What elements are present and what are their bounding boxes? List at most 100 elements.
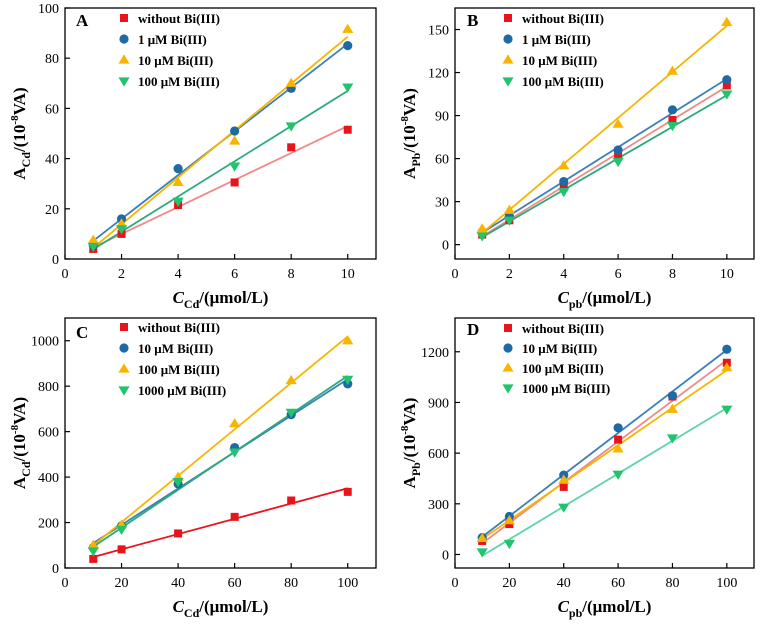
data-point-s4-4 — [229, 162, 241, 172]
data-point-s4-1 — [476, 232, 488, 242]
fit-line-3 — [481, 369, 728, 540]
legend-marker-1 — [504, 14, 512, 22]
x-tick-label: 4 — [560, 267, 567, 282]
y-tick-label: 150 — [428, 24, 449, 39]
x-tick-label: 6 — [231, 267, 238, 282]
y-tick-label: 0 — [442, 548, 449, 563]
data-point-s4-5 — [666, 434, 679, 444]
x-tick-label: 0 — [62, 267, 69, 282]
x-tick-label: 20 — [502, 576, 516, 591]
y-axis-title-mid: /(10 — [10, 125, 29, 153]
y-tick-label: 600 — [428, 447, 449, 462]
y-axis-title-superscript: -8 — [9, 115, 21, 125]
y-axis-title-subscript: Pb — [409, 152, 423, 166]
x-axis-title: CCd/(μmol/L) — [173, 288, 269, 311]
y-axis-title-symbol: A — [10, 476, 29, 489]
data-point-s1-6 — [343, 125, 352, 134]
fit-line-3 — [92, 335, 349, 547]
x-tick-label: 20 — [115, 576, 129, 591]
y-axis-title: APb/(10-8VA) — [399, 398, 423, 489]
data-point-s3-4 — [612, 443, 624, 453]
y-axis-title-subscript: Cd — [19, 152, 33, 168]
x-axis-title-symbol: C — [173, 288, 185, 307]
data-point-s3-1 — [87, 234, 99, 244]
x-tick-label: 2 — [118, 267, 125, 282]
y-tick-label: 900 — [428, 396, 449, 411]
data-point-s3-3 — [558, 160, 570, 170]
legend-marker-4 — [118, 386, 130, 396]
legend-label-3: 10 μM Bi(III) — [138, 53, 213, 68]
x-tick-label: 40 — [557, 576, 571, 591]
legend-label-1: without Bi(III) — [138, 11, 220, 26]
data-point-s4-5 — [285, 122, 297, 132]
legend-label-3: 100 μM Bi(III) — [522, 361, 604, 376]
legend-marker-4 — [118, 77, 130, 87]
data-point-s4-2 — [115, 525, 128, 535]
legend-marker-2 — [119, 34, 129, 44]
panel-D: 0 20 40 60 80 100 0 300 600 900 1200 D without Bi(II… — [399, 317, 755, 620]
legend-marker-3 — [502, 54, 514, 64]
x-tick-label: 100 — [716, 576, 737, 591]
data-point-s3-3 — [558, 474, 570, 484]
y-axis-title-unit: VA) — [400, 88, 419, 116]
data-point-s1-6 — [722, 81, 731, 90]
data-point-s3-1 — [476, 223, 488, 233]
panel-B: 0 2 4 6 8 10 0 30 60 90 120 150 B without Bi(III) 1 μM… — [399, 7, 755, 311]
y-axis-title: ACd/(10-8VA) — [9, 397, 33, 489]
legend-marker-4 — [502, 384, 514, 394]
x-tick-label: 8 — [669, 267, 676, 282]
x-axis-title-symbol: C — [558, 288, 570, 307]
y-axis-title-mid: /(10 — [400, 125, 419, 153]
data-point-s2-4 — [613, 145, 623, 155]
data-point-s4-2 — [115, 225, 128, 235]
legend-label-1: without Bi(III) — [522, 321, 604, 336]
data-point-s1-4 — [230, 512, 239, 521]
data-point-s1-1 — [89, 554, 98, 563]
legend-label-3: 100 μM Bi(III) — [138, 362, 220, 377]
legend-marker-2 — [503, 343, 513, 353]
fit-line-1 — [93, 487, 348, 558]
x-tick-label: 8 — [288, 267, 295, 282]
legend-marker-4 — [502, 77, 514, 87]
axes-frame — [64, 7, 377, 260]
x-axis-title-symbol: C — [558, 597, 570, 616]
fit-line-4 — [481, 94, 728, 239]
data-point-s3-5 — [666, 65, 679, 75]
panel-label: A — [76, 11, 89, 30]
x-tick-label: 80 — [284, 576, 298, 591]
y-tick-label: 30 — [435, 196, 449, 211]
axes-frame — [454, 317, 755, 569]
x-tick-label: 0 — [452, 576, 459, 591]
data-point-s4-3 — [558, 187, 570, 198]
data-point-s3-6 — [721, 362, 733, 372]
data-point-s4-4 — [229, 448, 241, 458]
data-point-s4-3 — [172, 478, 184, 488]
y-axis-title-unit: VA) — [10, 397, 29, 425]
y-tick-label: 200 — [38, 517, 59, 532]
legend-label-1: without Bi(III) — [522, 11, 604, 26]
legend-marker-2 — [503, 34, 513, 44]
y-axis-title-superscript: -8 — [399, 116, 411, 126]
y-tick-label: 300 — [428, 498, 449, 513]
data-point-s3-6 — [342, 335, 354, 345]
data-point-s2-4 — [230, 126, 240, 136]
x-axis-title: Cpb/(μmol/L) — [558, 597, 652, 620]
y-tick-label: 100 — [38, 2, 59, 17]
fit-line-1 — [481, 359, 728, 545]
y-axis-title: ACd/(10-8VA) — [9, 87, 33, 179]
y-axis-title-subscript: Cd — [19, 461, 33, 477]
x-axis-title-subscript: Cd — [184, 297, 200, 311]
data-point-s1-6 — [343, 487, 352, 496]
y-axis-title-superscript: -8 — [399, 425, 411, 435]
data-point-s1-3 — [559, 482, 568, 491]
data-point-s3-1 — [476, 532, 488, 543]
data-point-s3-4 — [612, 118, 624, 128]
y-axis-title-unit: VA) — [400, 398, 419, 426]
data-point-s1-2 — [117, 545, 126, 554]
data-point-s4-1 — [476, 548, 488, 558]
data-point-s2-6 — [343, 41, 353, 51]
x-axis-title-unit: /(μmol/L) — [581, 597, 651, 616]
y-tick-label: 60 — [435, 153, 449, 168]
y-tick-label: 800 — [38, 380, 59, 395]
